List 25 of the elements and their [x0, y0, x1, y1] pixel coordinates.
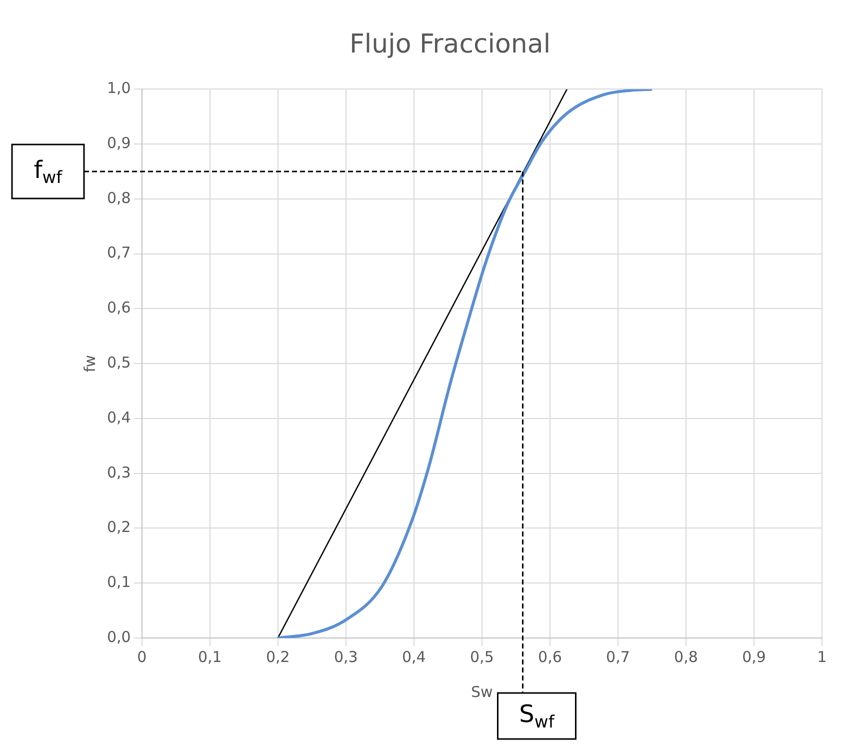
y-tick-label: 0,0: [106, 628, 131, 646]
x-tick-label: 0: [137, 648, 147, 666]
x-tick-label: 0,4: [402, 648, 426, 666]
x-tick-label: 0,6: [538, 648, 562, 666]
y-tick-label: 0,6: [106, 298, 131, 317]
x-axis-title: Sw: [471, 682, 493, 701]
x-tick-label: 0,9: [742, 648, 766, 666]
x-tick-label: 0,2: [266, 648, 290, 666]
x-tick-label: 0,3: [334, 648, 358, 666]
y-tick-label: 0,8: [106, 188, 131, 207]
y-tick-label: 0,7: [106, 244, 131, 262]
x-tick-label: 0,1: [198, 648, 222, 666]
y-tick-label: 0,1: [106, 573, 131, 592]
x-tick-label: 1: [817, 648, 827, 666]
y-tick-label: 0,4: [106, 408, 131, 426]
x-tick-label: 0,7: [606, 648, 630, 666]
y-tick-label: 1,0: [106, 79, 131, 98]
y-tick-label: 0,9: [106, 134, 131, 152]
x-tick-label: 0,5: [470, 648, 494, 666]
chart-title: Flujo Fraccional: [349, 29, 551, 60]
x-tick-label: 0,8: [674, 648, 698, 666]
y-tick-label: 0,5: [106, 353, 131, 372]
y-tick-label: 0,2: [106, 518, 131, 536]
y-tick-label: 0,3: [106, 463, 131, 482]
y-axis-title: fw: [80, 354, 99, 372]
